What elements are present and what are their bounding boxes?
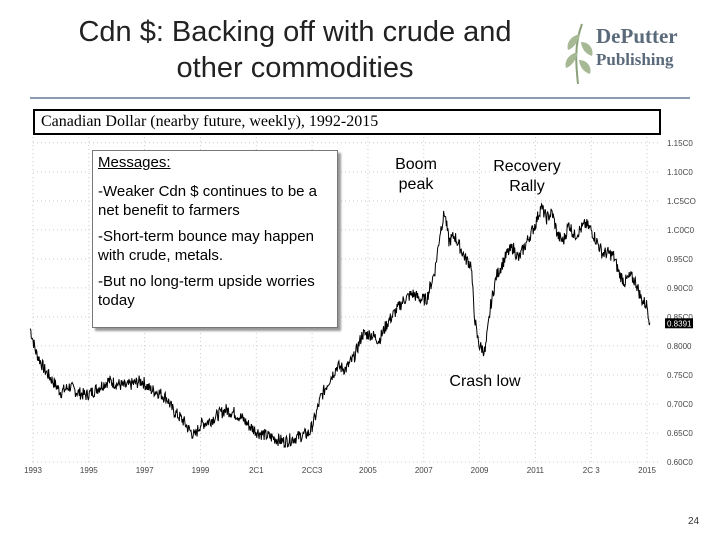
y-tick-label: 0.8000 — [667, 342, 692, 351]
x-tick-label: 2009 — [471, 466, 489, 475]
message-line-1: -Weaker Cdn $ continues to be a net bene… — [98, 183, 318, 219]
y-tick-label: 0.75C0 — [667, 371, 693, 380]
y-axis-ticks: 1.15C0 1.10C0 1.C5CO 1.C0C0 0.95C0 0.90C0 0.85… — [667, 139, 696, 467]
x-tick-label: 2C 3 — [583, 466, 600, 475]
y-tick-label: 1.15C0 — [667, 139, 693, 148]
messages-heading: Messages: — [98, 153, 332, 172]
x-tick-label: 2011 — [527, 466, 545, 475]
messages-heading-text: Messages — [98, 154, 167, 171]
x-tick-label: 2CC3 — [302, 466, 323, 475]
y-tick-label: 0.85C0 — [667, 313, 693, 322]
x-tick-label: 2007 — [415, 466, 433, 475]
last-value-marker: 0.8391 — [665, 318, 693, 329]
y-tick-label: 0.65C0 — [667, 429, 693, 438]
page-number: 24 — [688, 516, 700, 527]
message-line-3: -But no long-term upside worries today — [98, 273, 315, 309]
slide-title-line1: Cdn $: Backing off with crude and — [78, 16, 512, 48]
annotation-boom-peak: Boom peak — [395, 156, 437, 193]
last-value-box — [665, 318, 693, 329]
messages-box: Messages: -Weaker Cdn $ continues to be … — [92, 150, 338, 328]
annotation-recovery-rally: Recovery Rally — [493, 158, 561, 195]
logo-text-line1: DePutter — [596, 24, 678, 48]
messages-heading-colon: : — [166, 154, 171, 171]
slide-title-line2: other commodities — [176, 52, 414, 84]
title-divider — [30, 97, 690, 99]
leaf-icon — [565, 23, 593, 85]
x-tick-label: 2C1 — [249, 466, 264, 475]
y-tick-label: 0.60C0 — [667, 458, 693, 467]
x-tick-label: 1997 — [136, 466, 154, 475]
annotation-crash-low: Crash low — [449, 373, 521, 390]
y-tick-label: 0.90C0 — [667, 284, 693, 293]
price-series-line — [29, 202, 651, 449]
slide-title: Cdn $: Backing off with crude and other … — [40, 14, 550, 86]
chart-title: Canadian Dollar (nearby future, weekly),… — [33, 109, 661, 135]
x-tick-label: 2015 — [638, 466, 656, 475]
x-tick-label: 1999 — [192, 466, 210, 475]
message-line-2: -Short-term bounce may happen with crude… — [98, 228, 314, 264]
y-tick-label: 0.95C0 — [667, 255, 693, 264]
y-tick-label: 0.70C0 — [667, 400, 693, 409]
last-value-label: 0.8391 — [667, 319, 692, 328]
x-axis-ticks: 1993 1995 1997 1999 2C1 2CC3 2005 2007 2009 2011 2… — [24, 466, 656, 475]
x-tick-label: 1993 — [24, 466, 42, 475]
publisher-logo: DePutter Publishing — [560, 20, 710, 86]
y-tick-label: 1.C5CO — [667, 197, 696, 206]
y-tick-label: 1.10C0 — [667, 168, 693, 177]
logo-text-line2: Publishing — [596, 50, 674, 69]
x-tick-label: 2005 — [359, 466, 377, 475]
y-tick-label: 1.C0C0 — [667, 226, 695, 235]
x-tick-label: 1995 — [80, 466, 98, 475]
